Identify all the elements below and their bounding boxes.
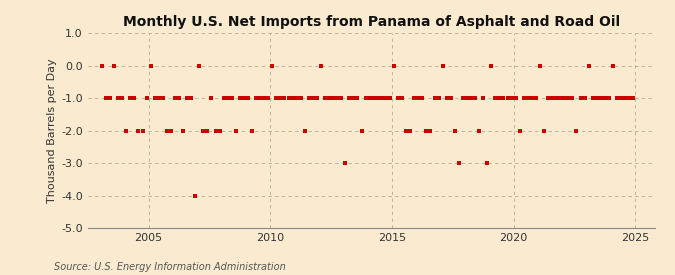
Y-axis label: Thousand Barrels per Day: Thousand Barrels per Day bbox=[47, 58, 57, 203]
Title: Monthly U.S. Net Imports from Panama of Asphalt and Road Oil: Monthly U.S. Net Imports from Panama of … bbox=[123, 15, 620, 29]
Text: Source: U.S. Energy Information Administration: Source: U.S. Energy Information Administ… bbox=[54, 262, 286, 272]
